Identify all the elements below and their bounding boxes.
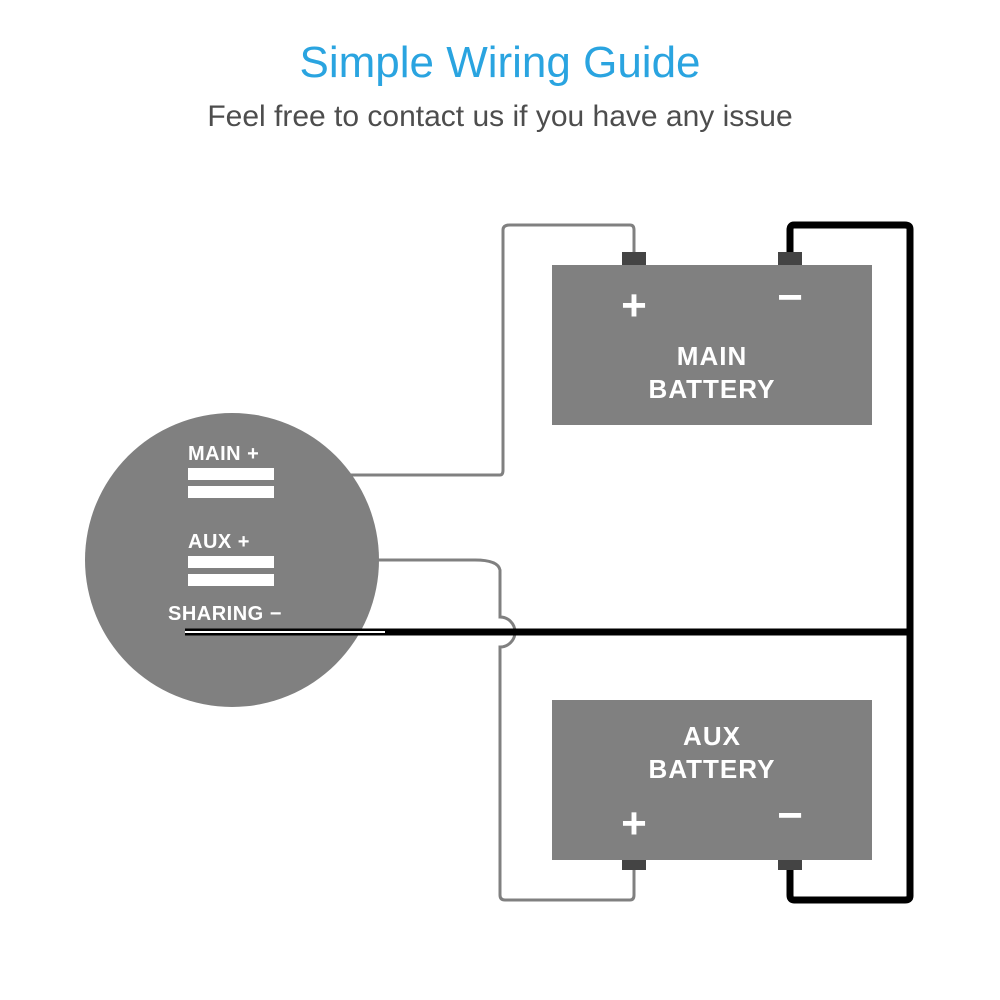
main-battery-minus: − xyxy=(777,273,803,322)
aux-battery-minus: − xyxy=(777,791,803,840)
main-battery-label-1: MAIN xyxy=(677,341,747,371)
aux-battery-plus: + xyxy=(621,799,647,848)
connector-label-main: MAIN + xyxy=(188,443,259,465)
wiring-diagram: + − MAIN BATTERY AUX BATTERY + − MAIN + … xyxy=(0,0,1000,1000)
aux-battery-label-2: BATTERY xyxy=(649,754,776,784)
connector-label-aux: AUX + xyxy=(188,531,250,553)
connector-slot-main-b xyxy=(188,486,274,498)
connector-slot-aux-a xyxy=(188,556,274,568)
connector-slot-aux-b xyxy=(188,574,274,586)
main-battery-plus: + xyxy=(621,281,647,330)
main-battery-label-2: BATTERY xyxy=(649,374,776,404)
aux-battery-label-1: AUX xyxy=(683,721,741,751)
connector-label-sharing: SHARING − xyxy=(168,603,282,625)
connector-slot-main-a xyxy=(188,468,274,480)
